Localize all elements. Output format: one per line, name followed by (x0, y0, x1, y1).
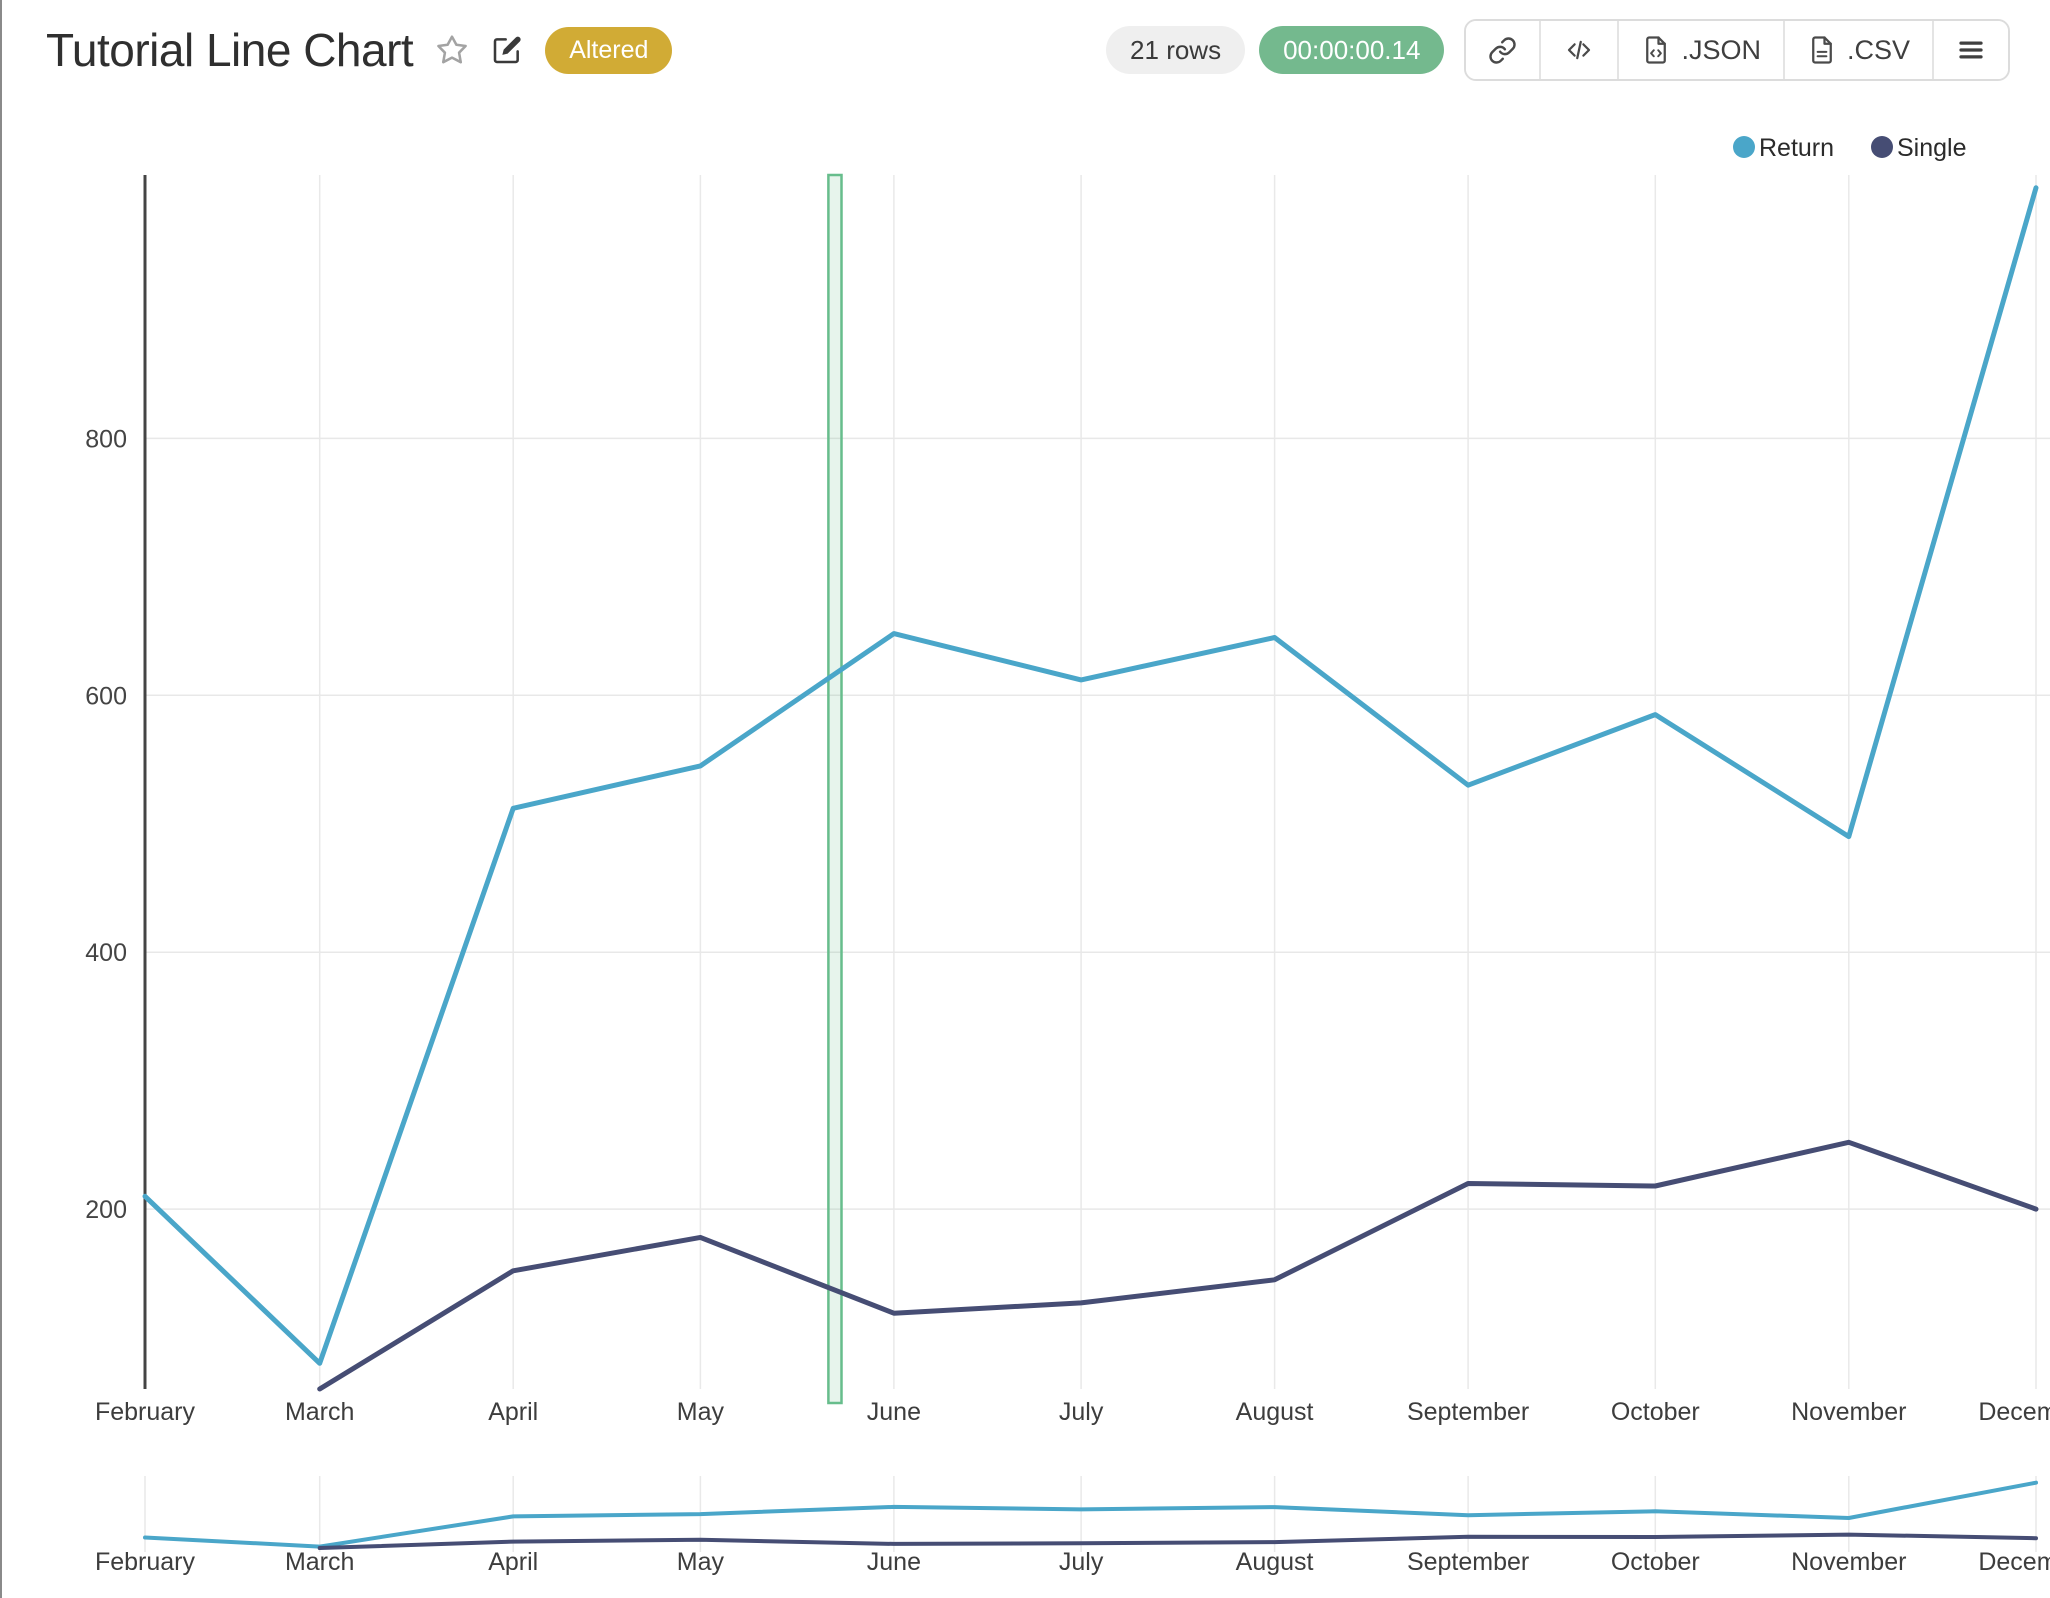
svg-text:June: June (867, 1548, 921, 1576)
hamburger-icon (1959, 41, 1983, 59)
execution-time-badge: 00:00:00.14 (1259, 26, 1445, 74)
status-badge: Altered (545, 26, 673, 74)
svg-text:August: August (1236, 1548, 1314, 1576)
file-code-icon (1646, 36, 1667, 64)
svg-text:200: 200 (85, 1196, 127, 1224)
svg-text:March: March (285, 1398, 354, 1426)
svg-text:February: February (95, 1548, 196, 1576)
svg-text:September: September (1407, 1398, 1529, 1426)
code-icon (1568, 40, 1591, 60)
svg-text:August: August (1236, 1398, 1314, 1426)
svg-text:October: October (1611, 1548, 1700, 1576)
svg-text:October: October (1611, 1398, 1700, 1426)
svg-text:Return: Return (1759, 134, 1834, 162)
download-json-button[interactable]: .JSON (1619, 21, 1785, 79)
share-link-button[interactable] (1466, 21, 1542, 79)
svg-text:December: December (1978, 1548, 2050, 1576)
download-csv-button[interactable]: .CSV (1784, 21, 1934, 79)
svg-text:February: February (95, 1398, 196, 1426)
svg-text:November: November (1791, 1548, 1906, 1576)
svg-text:November: November (1791, 1398, 1906, 1426)
svg-text:April: April (488, 1548, 538, 1576)
header-title-group: Tutorial Line Chart Altered (46, 23, 673, 77)
json-label: .JSON (1681, 34, 1761, 65)
rows-count-badge: 21 rows (1106, 26, 1246, 74)
main-chart[interactable]: 200 400 600 800 February March April May June Jul… (2, 95, 2050, 1460)
header-actions: 21 rows 00:00:00.14 (1106, 19, 2010, 81)
file-text-icon (1812, 36, 1832, 64)
svg-text:600: 600 (85, 682, 127, 710)
range-slider[interactable]: February March April May June July August Septe… (2, 1460, 2050, 1598)
svg-text:September: September (1407, 1548, 1529, 1576)
svg-text:400: 400 (85, 939, 127, 967)
favorite-star-icon[interactable] (435, 33, 469, 67)
svg-text:June: June (867, 1398, 921, 1426)
export-toolbar: .JSON .CSV (1464, 19, 2010, 81)
svg-text:December: December (1978, 1398, 2050, 1426)
link-icon (1489, 36, 1517, 64)
more-menu-button[interactable] (1934, 21, 2008, 79)
svg-text:March: March (285, 1548, 354, 1576)
svg-text:May: May (677, 1398, 725, 1426)
edit-name-icon[interactable] (491, 34, 523, 66)
svg-text:May: May (677, 1548, 725, 1576)
header: Tutorial Line Chart Altered 21 rows 00:0… (2, 0, 2050, 92)
embed-button[interactable] (1541, 21, 1620, 79)
svg-text:July: July (1059, 1548, 1104, 1576)
svg-text:July: July (1059, 1398, 1104, 1426)
svg-text:800: 800 (85, 425, 127, 453)
svg-text:April: April (488, 1398, 538, 1426)
csv-label: .CSV (1846, 34, 1910, 65)
page-title: Tutorial Line Chart (46, 24, 414, 76)
svg-text:Single: Single (1897, 134, 1967, 162)
